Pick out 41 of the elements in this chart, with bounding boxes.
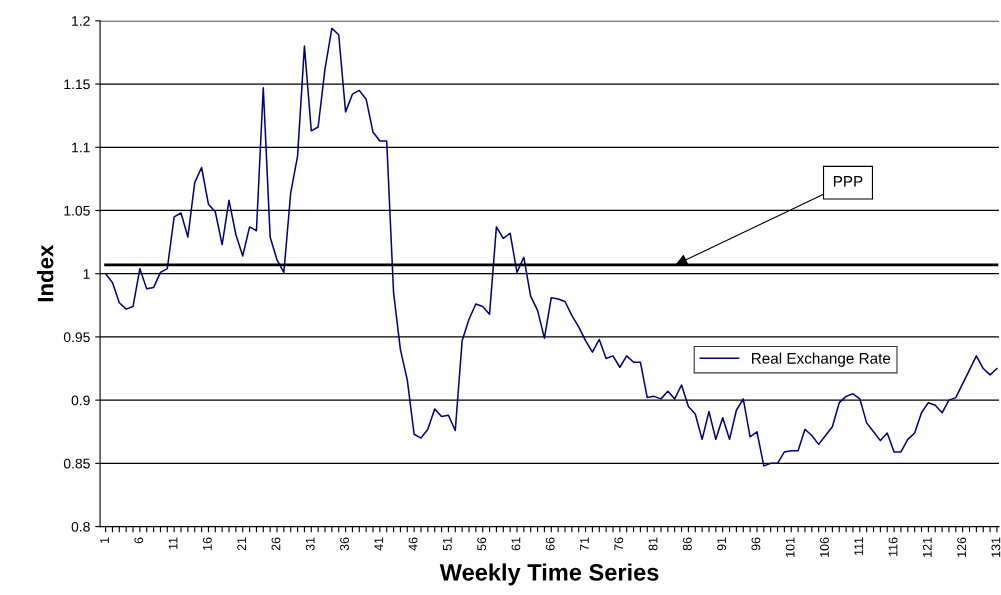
y-tick-label: 1 [83, 269, 90, 279]
x-axis-title: Weekly Time Series [439, 563, 659, 586]
ref-line-label: PPP [833, 176, 863, 187]
x-tick-label: 81 [648, 537, 658, 551]
x-tick-label: 66 [545, 537, 555, 551]
x-tick-label: 131 [991, 537, 1001, 557]
x-tick-label: 11 [168, 537, 178, 550]
x-tick-label: 46 [408, 537, 418, 551]
y-tick-label: 1.05 [64, 205, 90, 216]
x-tick-label: 31 [305, 537, 315, 551]
x-tick-label: 121 [922, 537, 932, 557]
x-tick-label: 6 [134, 537, 144, 544]
y-tick-label: 0.9 [71, 395, 90, 406]
y-tick-label: 0.95 [63, 332, 90, 343]
x-tick-label: 86 [682, 537, 692, 551]
line-series [104, 27, 998, 467]
x-tick-label: 36 [340, 537, 349, 551]
y-tick-label: 0.85 [63, 458, 90, 469]
x-tick-label: 51 [443, 537, 452, 551]
x-tick-label: 41 [374, 537, 384, 551]
x-tick-label: 61 [511, 537, 521, 551]
x-tick-label: 21 [237, 537, 246, 551]
x-tick-label: 1 [100, 537, 109, 543]
legend-label: Real Exchange Rate [751, 352, 891, 367]
x-tick-label: 76 [614, 537, 624, 551]
x-tick-label: 26 [271, 537, 281, 551]
x-tick-label: 106 [820, 537, 829, 557]
x-tick-label: 111 [854, 537, 864, 556]
x-tick-label: 16 [202, 537, 212, 550]
y-tick-label: 1.1 [72, 142, 90, 153]
y-axis-title: Index [37, 244, 54, 302]
y-tick-label: 1.2 [72, 16, 90, 26]
x-tick-label: 96 [751, 537, 761, 551]
x-tick-label: 56 [477, 537, 487, 551]
x-tick-label: 101 [785, 537, 795, 557]
y-tick-label: 0.8 [71, 521, 90, 532]
x-tick-label: 116 [888, 537, 898, 556]
x-tick-label: 126 [957, 537, 967, 557]
x-tick-label: 91 [717, 537, 727, 551]
x-tick-label: 71 [580, 537, 589, 551]
y-tick-label: 1.15 [64, 79, 90, 90]
